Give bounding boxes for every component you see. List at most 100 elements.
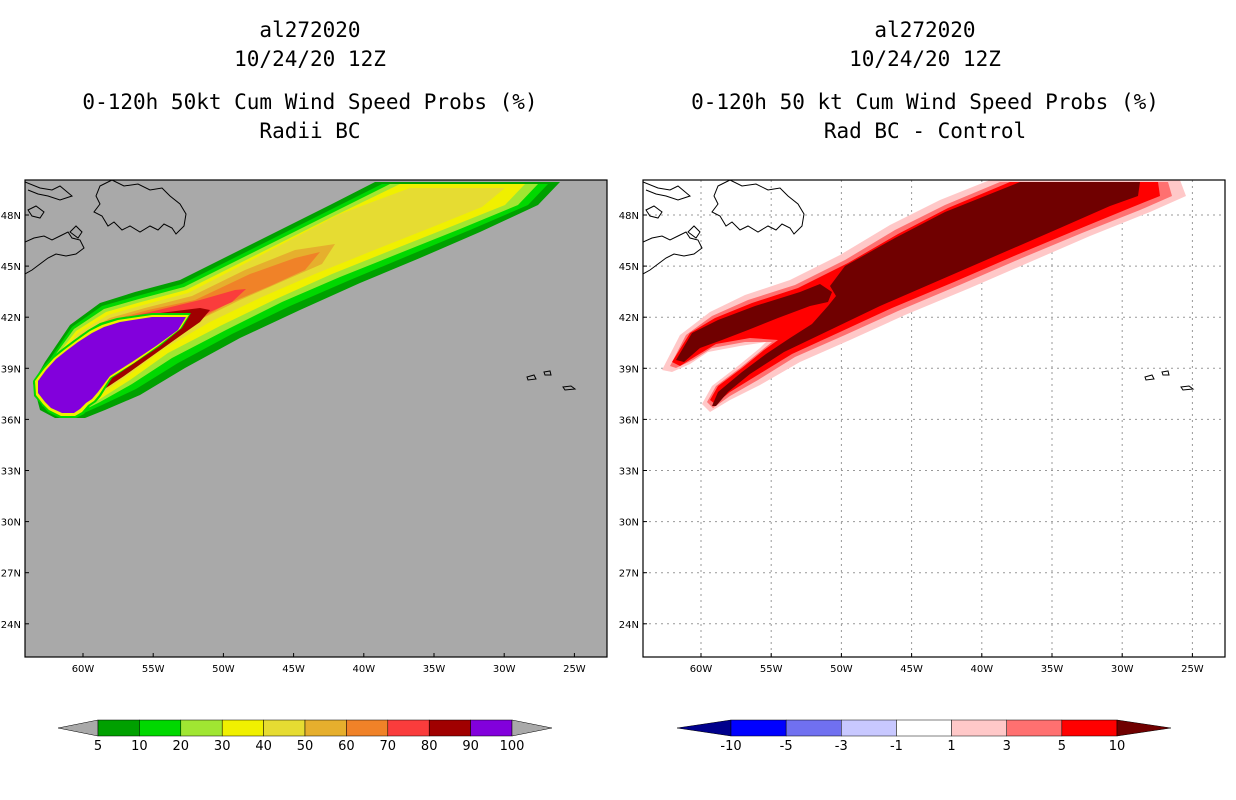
colorbar-label: 60 — [338, 739, 355, 754]
right-panel-subtitle: 0-120h 50 kt Cum Wind Speed Probs (%) Ra… — [675, 88, 1175, 146]
colorbar-box — [1006, 719, 1063, 737]
lon-label: 60W — [72, 664, 95, 675]
lon-label: 40W — [970, 664, 993, 675]
lat-label: 30N — [1, 518, 21, 529]
colorbar-over-triangle — [1116, 719, 1172, 737]
right-colorbar: -10 -5 -3 -1 1 3 5 10 — [676, 719, 1172, 754]
colorbar-box — [304, 719, 347, 737]
colorbar-label: 1 — [947, 739, 955, 754]
lon-label: 45W — [900, 664, 923, 675]
right-init-time: 10/24/20 12Z — [849, 47, 1001, 71]
right-coastlines — [643, 180, 1195, 391]
lat-label: 42N — [619, 313, 639, 324]
left-storm-id: al272020 — [259, 18, 361, 42]
lon-label: 25W — [1181, 664, 1204, 675]
colorbar-label: 5 — [1058, 739, 1066, 754]
colorbar-box — [139, 719, 182, 737]
left-probability-shading — [33, 182, 560, 418]
right-experiment-name: Rad BC - Control — [823, 119, 1027, 143]
left-init-time: 10/24/20 12Z — [234, 47, 386, 71]
lat-label: 45N — [1, 262, 21, 273]
lon-label: 40W — [352, 664, 375, 675]
lon-label: 50W — [212, 664, 235, 675]
colorbar-label: 80 — [421, 739, 438, 754]
colorbar-label: -3 — [835, 739, 848, 754]
colorbar-box — [221, 719, 264, 737]
lat-label: 36N — [1, 415, 21, 426]
colorbar-box — [730, 719, 787, 737]
right-panel-title: al272020 10/24/20 12Z — [675, 16, 1175, 74]
colorbar-box — [263, 719, 306, 737]
right-map: 48N 45N 42N 39N 36N 33N 30N 27N 24N 60W 55W 50W 45W 4… — [619, 179, 1226, 675]
colorbar-under-triangle — [676, 719, 732, 737]
colorbar-box — [428, 719, 471, 737]
lon-label: 45W — [282, 664, 305, 675]
colorbar-label: 10 — [1109, 739, 1126, 754]
colorbar-box — [896, 719, 952, 737]
lat-label: 30N — [619, 518, 639, 529]
lat-label: 45N — [619, 262, 639, 273]
right-storm-id: al272020 — [874, 18, 976, 42]
lon-label: 30W — [493, 664, 516, 675]
colorbar-label: 50 — [297, 739, 314, 754]
right-contour-10-upper-branch — [676, 284, 832, 362]
left-contour-30 — [40, 184, 525, 407]
lon-label: 35W — [1041, 664, 1064, 675]
lat-label: 39N — [1, 364, 21, 375]
lat-label: 39N — [619, 364, 639, 375]
colorbar-label: -1 — [890, 739, 903, 754]
left-panel-subtitle: 0-120h 50kt Cum Wind Speed Probs (%) Rad… — [60, 88, 560, 146]
colorbar-label: -10 — [720, 739, 741, 754]
lon-label: 60W — [690, 664, 713, 675]
left-panel-title: al272020 10/24/20 12Z — [60, 16, 560, 74]
left-map: 48N 45N 42N 39N 36N 33N 30N 27N 24N 60W 55W 50W 45W 4… — [1, 179, 608, 675]
right-contour-10-main — [712, 182, 1140, 406]
colorbar-box — [180, 719, 223, 737]
lon-label: 55W — [142, 664, 165, 675]
right-difference-shading — [662, 180, 1186, 412]
right-axis-ticks: 48N 45N 42N 39N 36N 33N 30N 27N 24N 60W 55W 50W 45W 4… — [619, 211, 1204, 675]
right-map-frame — [642, 179, 1226, 658]
lon-label: 30W — [1111, 664, 1134, 675]
colorbar-box — [346, 719, 389, 737]
colorbar-label: -5 — [780, 739, 793, 754]
colorbar-label: 5 — [94, 739, 102, 754]
colorbar-label: 30 — [214, 739, 231, 754]
colorbar-box — [387, 719, 430, 737]
right-product-name: 0-120h 50 kt Cum Wind Speed Probs (%) — [691, 90, 1159, 114]
lon-label: 35W — [423, 664, 446, 675]
left-colorbar: 5 10 20 30 40 50 60 70 80 90 100 — [57, 719, 553, 754]
colorbar-label: 40 — [255, 739, 272, 754]
lat-label: 48N — [619, 211, 639, 222]
left-coastlines — [25, 180, 577, 391]
lat-label: 27N — [1, 569, 21, 580]
lat-label: 33N — [1, 467, 21, 478]
colorbar-box — [1061, 719, 1118, 737]
colorbar-label: 90 — [462, 739, 479, 754]
lat-label: 42N — [1, 313, 21, 324]
lon-label: 25W — [563, 664, 586, 675]
lat-label: 24N — [1, 620, 21, 631]
left-product-name: 0-120h 50kt Cum Wind Speed Probs (%) — [82, 90, 538, 114]
colorbar-label: 100 — [500, 739, 525, 754]
lat-label: 48N — [1, 211, 21, 222]
colorbar-label: 3 — [1003, 739, 1011, 754]
left-contour-100 — [38, 317, 186, 413]
colorbar-box — [785, 719, 842, 737]
lat-label: 33N — [619, 467, 639, 478]
left-map-frame — [24, 179, 608, 658]
lon-label: 50W — [830, 664, 853, 675]
lat-label: 36N — [619, 415, 639, 426]
colorbar-label: 20 — [173, 739, 190, 754]
left-experiment-name: Radii BC — [259, 119, 361, 143]
colorbar-box — [470, 719, 513, 737]
colorbar-box — [951, 719, 1007, 737]
left-axis-ticks: 48N 45N 42N 39N 36N 33N 30N 27N 24N 60W 55W 50W 45W 4… — [1, 211, 586, 675]
colorbar-under-triangle — [57, 719, 99, 737]
colorbar-label: 70 — [380, 739, 397, 754]
colorbar-over-triangle — [511, 719, 553, 737]
lon-label: 55W — [760, 664, 783, 675]
colorbar-box — [841, 719, 897, 737]
colorbar-label: 10 — [131, 739, 148, 754]
